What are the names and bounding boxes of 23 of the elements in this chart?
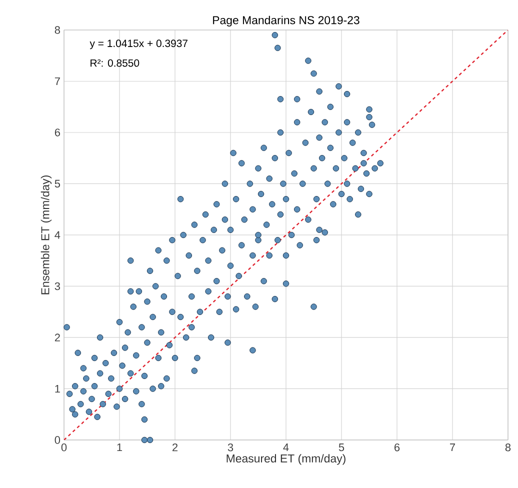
x-tick-label: 6: [394, 444, 400, 452]
y-tick-label: 4: [54, 231, 60, 239]
y-tick-label: 7: [54, 77, 60, 86]
y-axis-title: Ensemble ET (mm/day): [40, 176, 52, 294]
x-tick-label: 0: [61, 444, 67, 452]
y-tick-label: 6: [54, 128, 60, 136]
y-tick-label: 0: [54, 436, 60, 444]
y-tick-label: 1: [55, 384, 60, 393]
chart-title: Page Mandarins NS 2019-23: [213, 16, 360, 26]
annotation: R²: 0.8550: [90, 59, 140, 67]
x-tick-label: 2: [172, 444, 178, 452]
x-tick-label: 5: [338, 444, 344, 452]
x-tick-label: 1: [117, 444, 122, 452]
y-tick-label: 8: [54, 26, 60, 34]
x-axis-title: Measured ET (mm/day): [226, 454, 346, 465]
x-tick-label: 7: [450, 444, 455, 452]
x-tick-label: 3: [228, 444, 234, 452]
annotation: y = 1.0415x + 0.3937: [90, 40, 188, 50]
y-tick-label: 2: [54, 334, 60, 342]
y-tick-label: 3: [54, 282, 60, 290]
y-tick-label: 5: [54, 180, 60, 188]
x-tick-label: 8: [505, 444, 511, 452]
x-tick-label: 4: [283, 444, 289, 452]
